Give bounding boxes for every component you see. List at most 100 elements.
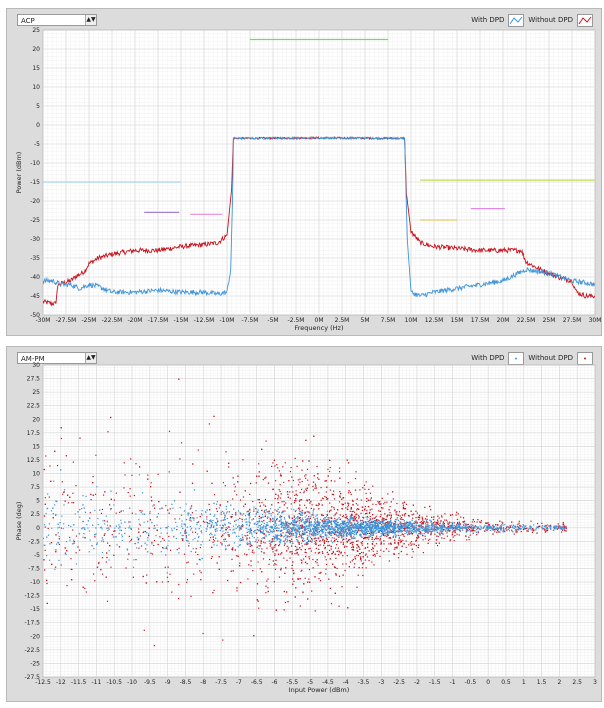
chart-1-scatter-point xyxy=(292,569,294,572)
ampm-legend-with-dpd-swatch-icon[interactable] xyxy=(508,351,525,365)
chart-1-scatter-point xyxy=(257,600,259,602)
chart-1-scatter-point xyxy=(323,536,325,538)
chart-1-scatter-point xyxy=(175,521,177,523)
chart-1-scatter-point xyxy=(315,542,317,544)
chart-1-scatter-point xyxy=(363,537,365,540)
chart-1-scatter-point xyxy=(47,507,49,509)
chart-1-scatter-point xyxy=(278,545,280,547)
chart-1-scatter-point xyxy=(70,558,72,560)
chart-1-scatter-point xyxy=(337,509,339,511)
chart-1-scatter-point xyxy=(460,516,462,518)
chart-0-series-line-with-dpd xyxy=(43,135,595,298)
chart-1-scatter-point xyxy=(276,524,278,526)
chart-1-scatter-point xyxy=(313,508,315,510)
chart-1-scatter-point xyxy=(248,520,250,522)
ampm-graph-selector[interactable]: AM-PM ▲▼ xyxy=(17,352,97,364)
chart-1-scatter-point xyxy=(236,587,238,589)
chart-1-scatter-point xyxy=(71,568,73,571)
chart-1-scatter-point xyxy=(364,537,366,540)
chart-1-scatter-point xyxy=(344,520,346,522)
chart-1-x-tick-label: -1.5 xyxy=(429,679,441,686)
chart-1-scatter-point xyxy=(285,502,287,504)
chart-1-scatter-point xyxy=(355,503,357,505)
chart-0-x-tick-label: -10M xyxy=(220,317,235,324)
chart-1-scatter-point xyxy=(368,550,370,552)
chart-1-scatter-point xyxy=(397,544,400,546)
ampm-legend-without-dpd-swatch-icon[interactable] xyxy=(577,351,593,365)
chart-1-scatter-point xyxy=(289,527,291,529)
chart-1-scatter-point xyxy=(239,562,241,564)
chart-1-scatter-point xyxy=(234,549,236,551)
chart-1-scatter-point xyxy=(400,525,402,528)
chart-1-scatter-point xyxy=(259,505,261,507)
chart-1-scatter-point xyxy=(232,477,234,479)
chart-1-scatter-point xyxy=(186,526,188,528)
chart-1-scatter-point xyxy=(390,526,392,528)
chart-1-scatter-point xyxy=(185,536,187,538)
chart-1-scatter-point xyxy=(60,427,62,429)
chart-1-scatter-point xyxy=(57,527,59,529)
chart-1-scatter-point xyxy=(508,530,510,532)
chart-1-scatter-point xyxy=(203,521,205,523)
chart-1-scatter-point xyxy=(255,513,257,515)
chart-1-scatter-point xyxy=(348,533,350,535)
chart-1-scatter-point xyxy=(118,546,121,548)
chart-1-scatter-point xyxy=(459,524,461,526)
chart-1-scatter-point xyxy=(264,505,267,507)
chart-1-x-tick-label: 3 xyxy=(593,679,597,686)
chart-1-scatter-point xyxy=(343,522,345,524)
chart-1-scatter-point xyxy=(196,517,198,519)
chart-1-scatter-point xyxy=(175,537,177,539)
acp-graph-selector[interactable]: ACP ▲▼ xyxy=(17,14,97,26)
chart-1-scatter-point xyxy=(458,534,460,536)
chart-1-scatter-point xyxy=(411,543,413,545)
chart-1-scatter-point xyxy=(423,529,425,531)
chart-1-scatter-point xyxy=(314,520,316,522)
chart-1-scatter-point xyxy=(145,582,147,584)
chart-1-scatter-point xyxy=(302,533,305,536)
chart-1-scatter-point xyxy=(402,530,404,532)
chart-1-scatter-point xyxy=(407,527,409,529)
chart-1-scatter-point xyxy=(231,516,233,518)
chart-1-scatter-point xyxy=(355,526,357,528)
chart-0-y-tick-label: -25 xyxy=(30,217,40,224)
chart-1-scatter-point xyxy=(292,530,294,532)
chart-1-scatter-point xyxy=(282,466,284,468)
chart-1-scatter-point xyxy=(292,479,294,482)
chart-1-scatter-point xyxy=(394,548,396,550)
chart-1-scatter-point xyxy=(529,526,531,528)
chart-1-scatter-point xyxy=(46,582,48,585)
chart-1-scatter-point xyxy=(492,527,494,529)
chart-1-scatter-point xyxy=(424,530,426,532)
chart-1-scatter-point xyxy=(179,491,181,493)
chart-1-scatter-point xyxy=(397,526,399,528)
selector-arrow-icon[interactable]: ▲▼ xyxy=(85,15,96,25)
chart-1-scatter-point xyxy=(338,536,340,538)
chart-1-scatter-point xyxy=(290,503,292,505)
chart-1-scatter-point xyxy=(398,537,400,539)
acp-legend-with-dpd-swatch-icon[interactable] xyxy=(508,13,525,27)
chart-1-scatter-point xyxy=(440,531,442,533)
chart-1-scatter-point xyxy=(142,531,144,533)
chart-1-scatter-point xyxy=(171,528,173,530)
acp-legend-without-dpd-swatch-icon[interactable] xyxy=(577,13,593,27)
chart-1-scatter-point xyxy=(388,550,390,552)
chart-1-scatter-point xyxy=(375,520,377,522)
chart-1-scatter-point xyxy=(399,528,401,530)
chart-1-scatter-point xyxy=(476,534,478,536)
chart-1-y-tick-label: -25 xyxy=(30,660,40,667)
chart-1-scatter-point xyxy=(395,530,397,532)
chart-1-scatter-point xyxy=(113,554,115,556)
chart-1-scatter-point xyxy=(196,563,198,565)
chart-1-scatter-point xyxy=(298,536,300,538)
chart-1-scatter-point xyxy=(151,541,153,544)
chart-1-scatter-point xyxy=(69,536,71,538)
chart-1-scatter-point xyxy=(384,529,386,531)
chart-1-scatter-point xyxy=(306,500,308,502)
selector-arrow-icon[interactable]: ▲▼ xyxy=(85,353,96,363)
chart-1-scatter-point xyxy=(329,558,331,560)
chart-1-scatter-point xyxy=(394,541,396,543)
chart-1-scatter-point xyxy=(547,528,549,530)
chart-1-scatter-point xyxy=(541,522,543,524)
chart-1-scatter-point xyxy=(352,510,354,512)
